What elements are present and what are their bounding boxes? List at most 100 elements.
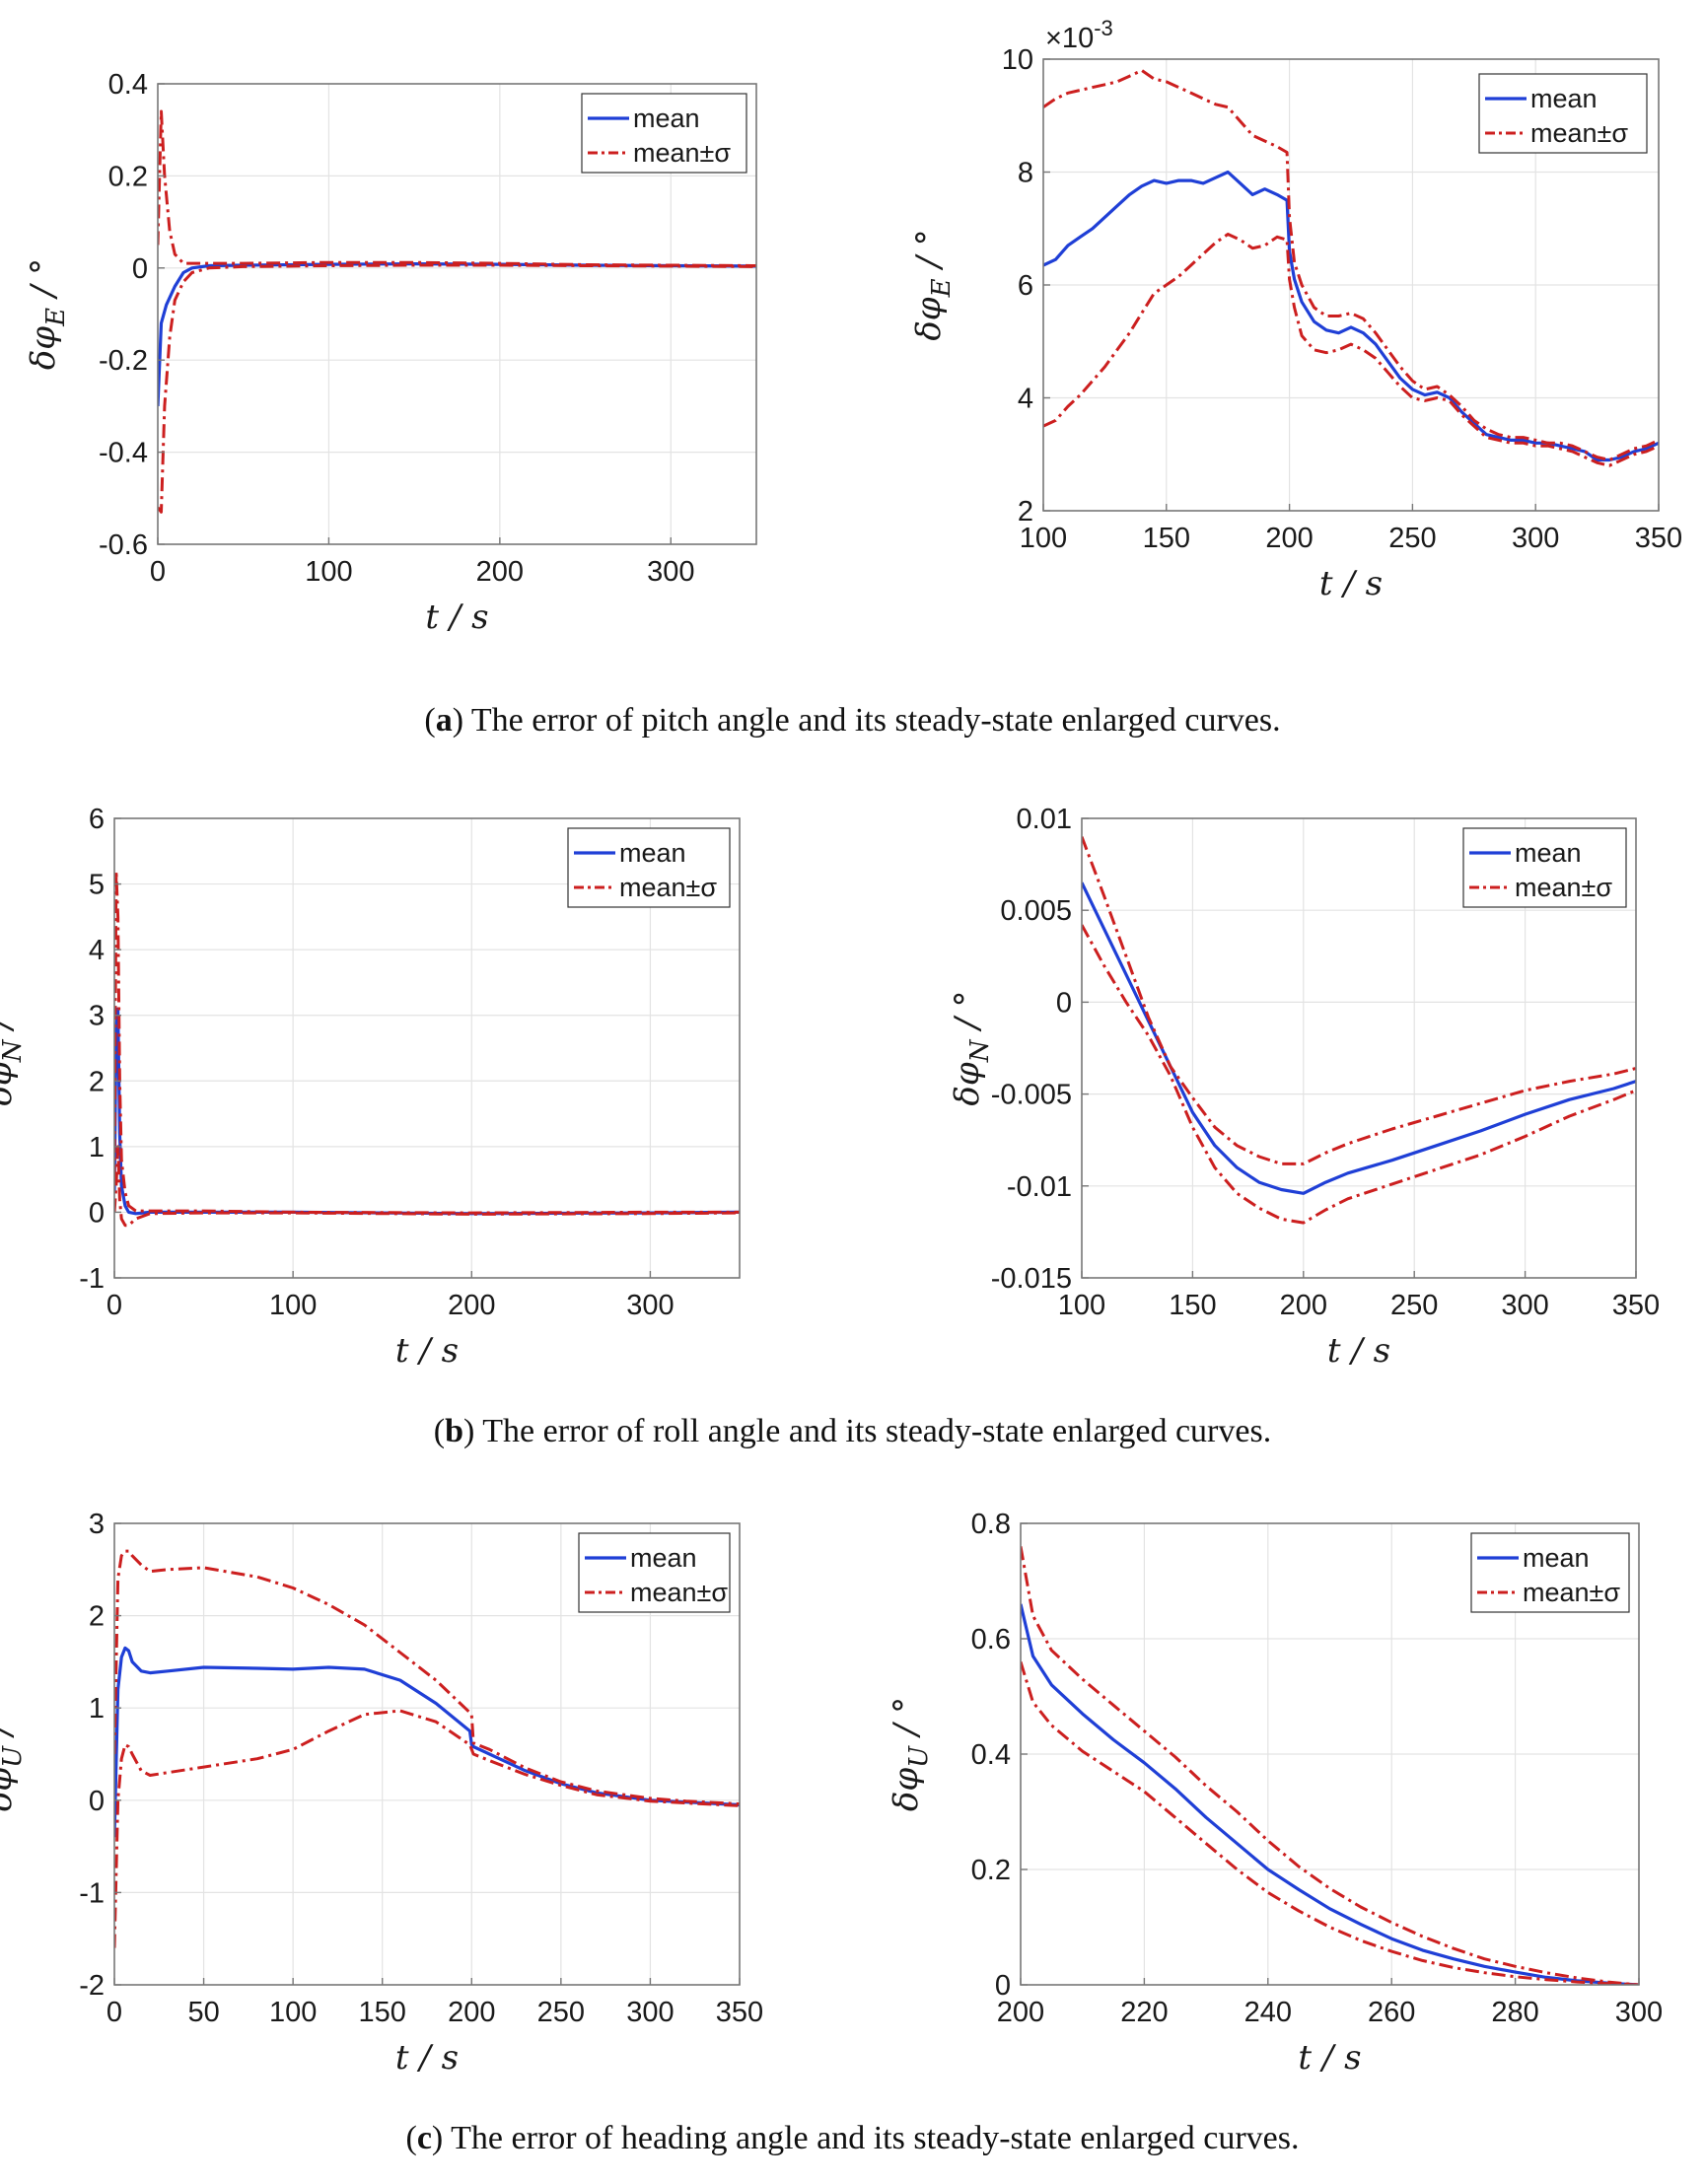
y-tick-label: 3 (89, 1001, 105, 1032)
series-upper-band-line (1082, 836, 1636, 1165)
y-tick-label: 1 (89, 1132, 105, 1163)
y-tick-label: 4 (1018, 384, 1033, 415)
y-axis-symbol: δφ (887, 1768, 926, 1811)
y-tick-label: 0.01 (1017, 804, 1072, 835)
caption-c-text: The error of heading angle and its stead… (443, 2120, 1300, 2156)
x-tick-label: 300 (626, 1290, 674, 1321)
legend-box (567, 827, 731, 908)
x-tick-label: 100 (305, 556, 352, 588)
x-tick-label: 150 (1169, 1290, 1216, 1321)
x-axis-label: t / s (1319, 564, 1383, 603)
legend-band-label: mean±σ (619, 873, 717, 902)
series-lower-band-line (158, 263, 756, 514)
x-tick-label: 220 (1120, 1997, 1168, 2028)
y-axis-label: δφN / ° (0, 990, 28, 1105)
series-lower-band-line (1082, 924, 1636, 1225)
x-axis-label: t / s (1327, 1331, 1390, 1371)
x-tick-label: 200 (448, 1997, 495, 2028)
x-tick-label: 150 (359, 1997, 406, 2028)
y-axis-unit: / ° (887, 1697, 926, 1746)
legend: mean mean±σ (1470, 1532, 1630, 1613)
legend: mean mean±σ (1462, 827, 1627, 908)
legend-box (578, 1532, 731, 1613)
y-axis-symbol: δφ (909, 297, 949, 340)
chart-c-left: 0 50 100 150 200 250 300 350 -2 -1 0 1 2 3 t / s δφU / … (0, 1509, 763, 2078)
y-axis-unit: / ° (24, 258, 63, 308)
legend-mean-label: mean (630, 1543, 697, 1573)
y-tick-label: 10 (1002, 44, 1033, 76)
legend: mean mean±σ (1478, 73, 1648, 154)
legend: mean mean±σ (578, 1532, 731, 1613)
y-tick-label: 3 (89, 1509, 105, 1540)
y-tick-label: 0 (1056, 987, 1072, 1019)
x-tick-label: 350 (716, 1997, 763, 2028)
series-mean-line (1082, 881, 1636, 1195)
legend-box (1462, 827, 1627, 908)
chart-a-right: 100 150 200 250 300 350 2 4 6 8 10 ×10-3 t / s δφE / … (909, 16, 1682, 603)
x-tick-label: 300 (1501, 1290, 1548, 1321)
legend-box (1470, 1532, 1630, 1613)
y-axis-subscript: U (904, 1745, 934, 1768)
legend: mean mean±σ (567, 827, 731, 908)
y-tick-label: 2 (89, 1066, 105, 1097)
y-tick-label: 0.2 (971, 1855, 1011, 1886)
y-tick-label: -1 (79, 1263, 105, 1295)
series-mean-line (1021, 1603, 1639, 1985)
x-tick-label: 100 (1058, 1290, 1105, 1321)
x-tick-label: 350 (1635, 523, 1682, 554)
y-axis-unit: / ° (909, 229, 949, 278)
legend-band-label: mean±σ (1515, 873, 1612, 902)
y-tick-label: 0 (89, 1786, 105, 1817)
y-axis-subscript: U (0, 1745, 28, 1768)
x-axis-label: t / s (1298, 2038, 1361, 2078)
legend-band-label: mean±σ (630, 1578, 728, 1607)
x-tick-label: 100 (269, 1997, 317, 2028)
y-axis-unit: / ° (948, 990, 987, 1039)
y-axis-subscript: N (965, 1038, 995, 1063)
x-tick-label: 200 (448, 1290, 495, 1321)
y-exponent-power: -3 (1094, 16, 1113, 40)
caption-b-text: The error of roll angle and its steady-s… (474, 1413, 1272, 1449)
x-tick-label: 0 (107, 1290, 122, 1321)
caption-b-letter: b (445, 1413, 464, 1449)
caption-c-letter: c (416, 2120, 432, 2156)
y-tick-label: -2 (79, 1970, 105, 2002)
y-tick-label: -1 (79, 1877, 105, 1909)
y-tick-label: 2 (1018, 496, 1033, 528)
y-exponent-label: ×10-3 (1045, 16, 1113, 54)
y-tick-label: 8 (1018, 158, 1033, 189)
legend-mean-label: mean (1515, 838, 1582, 868)
caption-c: (c) The error of heading angle and its s… (405, 2120, 1300, 2156)
y-tick-label: 4 (89, 935, 105, 966)
y-axis-subscript: E (927, 278, 957, 298)
y-tick-label: 2 (89, 1601, 105, 1633)
x-tick-label: 280 (1491, 1997, 1538, 2028)
x-tick-label: 200 (1280, 1290, 1327, 1321)
y-tick-label: 0.4 (108, 69, 148, 101)
y-tick-label: -0.2 (99, 345, 148, 377)
y-axis-symbol: δφ (948, 1062, 987, 1105)
x-axis-label: t / s (395, 2038, 459, 2078)
series-lower-band-line (114, 1145, 740, 1228)
x-tick-label: 250 (1390, 1290, 1438, 1321)
y-tick-label: -0.4 (99, 438, 148, 469)
x-tick-label: 240 (1244, 1997, 1292, 2028)
x-tick-label: 260 (1368, 1997, 1415, 2028)
y-axis-label: δφE / ° (909, 229, 957, 340)
y-tick-label: 0.6 (971, 1624, 1011, 1656)
axes-frame (1081, 817, 1637, 1279)
y-tick-label: 0.4 (971, 1739, 1011, 1771)
x-tick-label: 200 (997, 1997, 1044, 2028)
y-axis-subscript: E (41, 308, 71, 327)
x-tick-label: 150 (1143, 523, 1190, 554)
x-tick-label: 250 (537, 1997, 585, 2028)
x-tick-label: 100 (1020, 523, 1067, 554)
y-tick-label: 0.005 (1000, 895, 1072, 927)
caption-a-letter: a (435, 702, 453, 739)
y-tick-label: -0.6 (99, 529, 148, 561)
x-tick-label: 200 (476, 556, 524, 588)
legend-band-label: mean±σ (633, 138, 731, 168)
x-tick-label: 350 (1612, 1290, 1660, 1321)
y-axis-symbol: δφ (0, 1062, 20, 1105)
